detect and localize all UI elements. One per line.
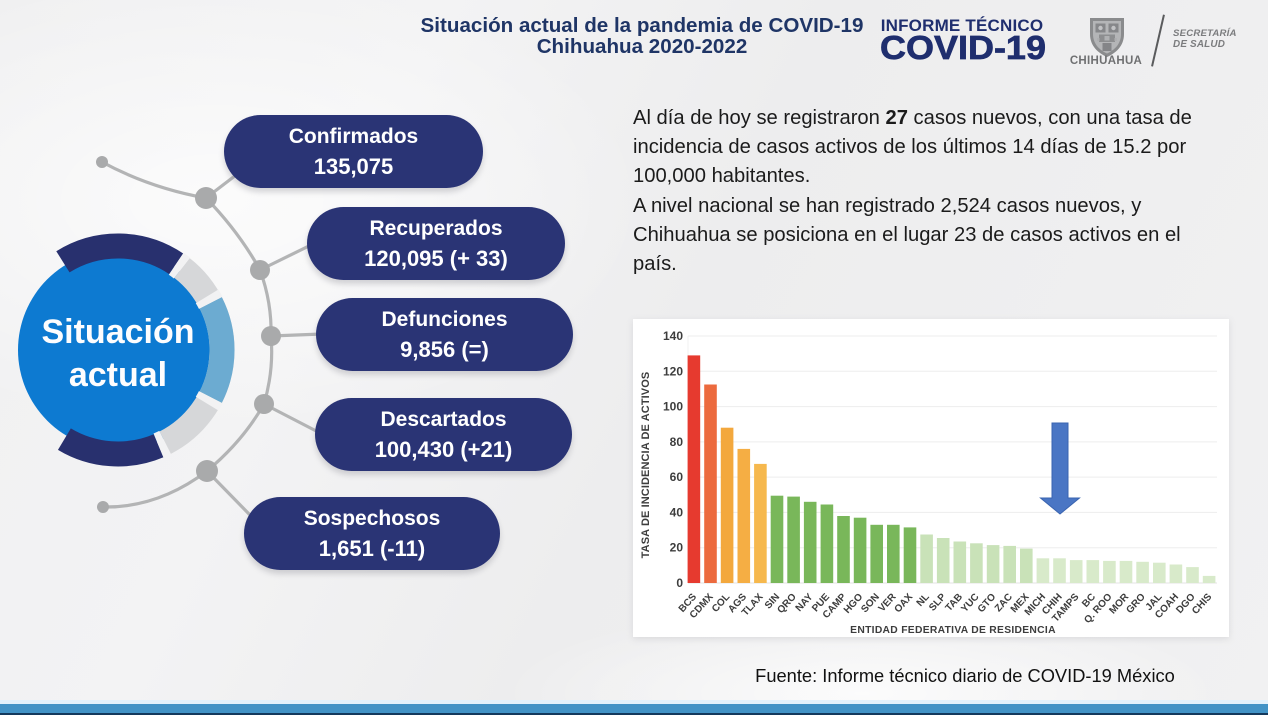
svg-text:0: 0 bbox=[676, 576, 683, 590]
svg-text:NAY: NAY bbox=[794, 591, 816, 614]
svg-text:20: 20 bbox=[670, 541, 684, 555]
svg-text:120: 120 bbox=[663, 364, 683, 378]
svg-text:YUC: YUC bbox=[959, 592, 981, 615]
svg-text:60: 60 bbox=[670, 470, 684, 484]
svg-text:Situación: Situación bbox=[41, 313, 194, 351]
svg-text:40: 40 bbox=[670, 505, 684, 519]
svg-text:OAX: OAX bbox=[893, 591, 916, 615]
svg-text:100: 100 bbox=[663, 400, 683, 414]
svg-text:CHIS: CHIS bbox=[1190, 591, 1214, 616]
svg-text:TASA DE INCIDENCIA DE ACTIVOS: TASA DE INCIDENCIA DE ACTIVOS bbox=[640, 372, 652, 559]
svg-text:80: 80 bbox=[670, 435, 684, 449]
svg-text:SLP: SLP bbox=[927, 591, 948, 613]
svg-text:CHIHUAHUA: CHIHUAHUA bbox=[1070, 55, 1142, 67]
svg-text:140: 140 bbox=[663, 329, 683, 343]
svg-text:ENTIDAD FEDERATIVA DE RESIDENC: ENTIDAD FEDERATIVA DE RESIDENCIA bbox=[850, 625, 1056, 636]
svg-text:actual: actual bbox=[69, 356, 167, 394]
